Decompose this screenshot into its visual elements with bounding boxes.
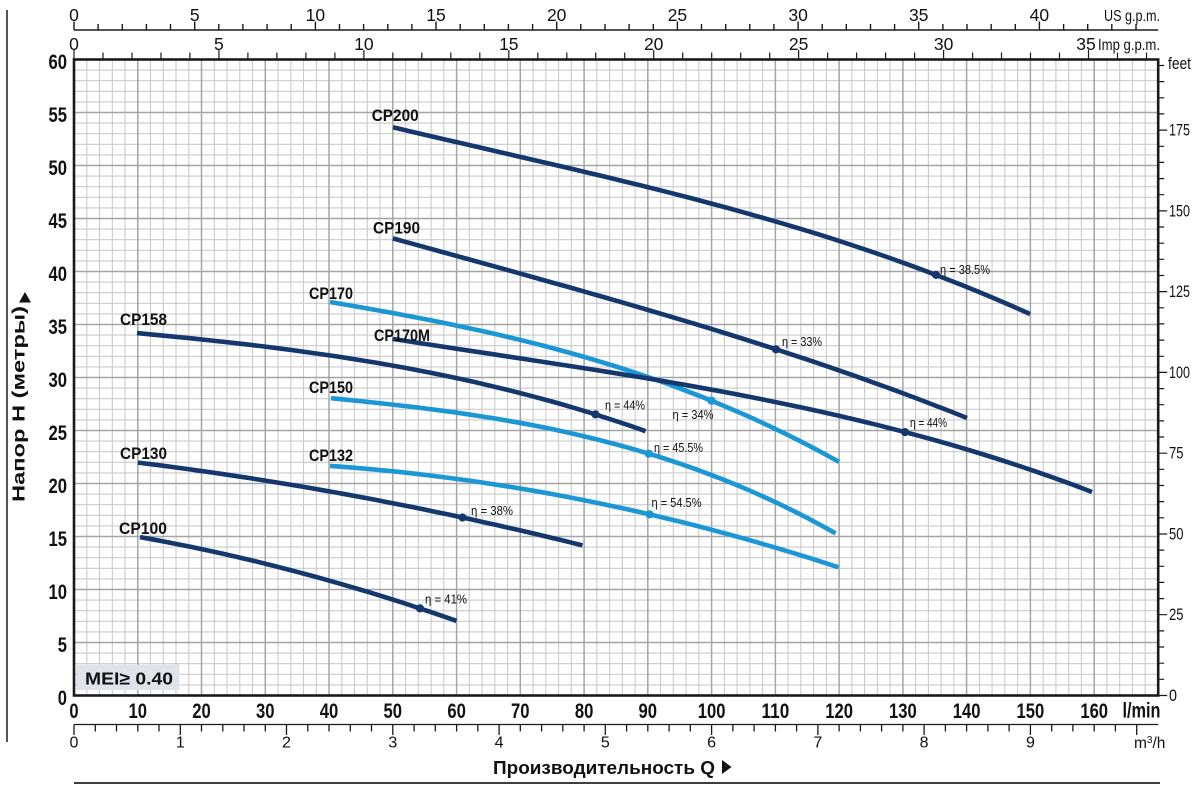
svg-text:45: 45: [49, 209, 68, 233]
svg-text:4: 4: [495, 735, 504, 752]
svg-text:25: 25: [668, 5, 687, 25]
svg-text:US g.p.m.: US g.p.m.: [1104, 8, 1160, 25]
svg-text:30: 30: [934, 34, 954, 54]
svg-text:CP200: CP200: [372, 106, 419, 125]
svg-text:25: 25: [1169, 606, 1184, 624]
svg-text:15: 15: [426, 5, 445, 25]
svg-text:100: 100: [698, 699, 726, 723]
svg-text:15: 15: [49, 527, 68, 551]
svg-text:feet: feet: [1168, 55, 1191, 73]
svg-text:25: 25: [789, 34, 808, 54]
svg-text:40: 40: [49, 262, 68, 286]
svg-text:5: 5: [601, 735, 610, 752]
svg-text:2: 2: [282, 735, 291, 752]
svg-text:150: 150: [1169, 202, 1190, 220]
svg-text:CP158: CP158: [120, 310, 167, 329]
svg-text:10: 10: [129, 699, 148, 723]
svg-text:5: 5: [190, 5, 200, 25]
svg-text:55: 55: [49, 103, 68, 127]
svg-text:110: 110: [762, 699, 790, 723]
svg-text:0: 0: [58, 686, 67, 710]
svg-text:130: 130: [889, 699, 917, 723]
svg-text:η = 41%: η = 41%: [425, 593, 467, 607]
svg-text:MEI≥ 0.40: MEI≥ 0.40: [85, 669, 173, 689]
svg-text:η = 38.5%: η = 38.5%: [940, 263, 990, 277]
svg-text:20: 20: [547, 5, 567, 25]
svg-text:35: 35: [1076, 34, 1095, 54]
svg-text:CP150: CP150: [309, 378, 353, 397]
svg-text:20: 20: [192, 699, 211, 723]
svg-text:50: 50: [384, 699, 403, 723]
svg-text:l/min: l/min: [1123, 699, 1161, 723]
svg-text:η = 45.5%: η = 45.5%: [654, 441, 703, 455]
svg-text:η = 38%: η = 38%: [471, 504, 513, 518]
svg-text:0: 0: [70, 735, 79, 752]
svg-text:0: 0: [1169, 687, 1177, 705]
svg-text:CP190: CP190: [373, 219, 420, 238]
svg-text:CP170: CP170: [309, 284, 353, 303]
svg-text:15: 15: [499, 34, 518, 54]
svg-text:0: 0: [69, 5, 79, 25]
svg-text:10: 10: [354, 34, 374, 54]
svg-text:100: 100: [1169, 364, 1190, 382]
svg-text:40: 40: [320, 699, 339, 723]
svg-text:90: 90: [639, 699, 658, 723]
svg-text:60: 60: [49, 50, 68, 74]
svg-text:0: 0: [69, 699, 78, 723]
svg-text:9: 9: [1026, 735, 1035, 752]
svg-text:125: 125: [1169, 283, 1190, 301]
svg-text:η = 44%: η = 44%: [910, 416, 947, 430]
svg-text:0: 0: [69, 34, 79, 54]
svg-text:Напор H (метры): Напор H (метры): [9, 306, 29, 502]
svg-text:30: 30: [256, 699, 275, 723]
svg-text:m3/h: m3/h: [1134, 735, 1165, 752]
svg-text:70: 70: [511, 699, 530, 723]
svg-text:40: 40: [1030, 5, 1050, 25]
svg-text:10: 10: [306, 5, 326, 25]
svg-text:10: 10: [49, 580, 68, 604]
svg-text:5: 5: [58, 633, 67, 657]
svg-text:175: 175: [1169, 122, 1190, 140]
svg-text:35: 35: [49, 315, 68, 339]
svg-text:150: 150: [1017, 699, 1045, 723]
svg-text:35: 35: [909, 5, 928, 25]
svg-text:20: 20: [49, 474, 68, 498]
svg-text:5: 5: [214, 34, 224, 54]
svg-text:50: 50: [49, 156, 68, 180]
svg-text:CP130: CP130: [120, 444, 167, 463]
svg-text:30: 30: [788, 5, 808, 25]
svg-text:6: 6: [707, 735, 716, 752]
svg-text:CP170M: CP170M: [374, 326, 430, 345]
svg-text:7: 7: [813, 735, 822, 752]
svg-text:Imp g.p.m.: Imp g.p.m.: [1098, 37, 1160, 54]
svg-text:120: 120: [825, 699, 853, 723]
svg-text:CP132: CP132: [309, 446, 353, 465]
svg-text:η = 33%: η = 33%: [782, 335, 822, 349]
svg-text:60: 60: [447, 699, 466, 723]
svg-text:Производительность Q: Производительность Q: [493, 758, 715, 778]
svg-text:160: 160: [1080, 699, 1108, 723]
svg-text:3: 3: [388, 735, 397, 752]
svg-text:η = 34%: η = 34%: [673, 408, 714, 422]
svg-text:20: 20: [644, 34, 664, 54]
svg-text:50: 50: [1169, 526, 1184, 544]
svg-text:CP100: CP100: [119, 519, 167, 538]
svg-text:1: 1: [176, 735, 185, 752]
svg-text:η = 44%: η = 44%: [605, 399, 645, 413]
svg-text:75: 75: [1169, 445, 1184, 463]
svg-text:25: 25: [49, 421, 68, 445]
svg-text:140: 140: [953, 699, 981, 723]
svg-text:80: 80: [575, 699, 594, 723]
svg-text:η = 54.5%: η = 54.5%: [652, 496, 702, 510]
svg-text:8: 8: [920, 735, 929, 752]
svg-text:30: 30: [49, 368, 68, 392]
